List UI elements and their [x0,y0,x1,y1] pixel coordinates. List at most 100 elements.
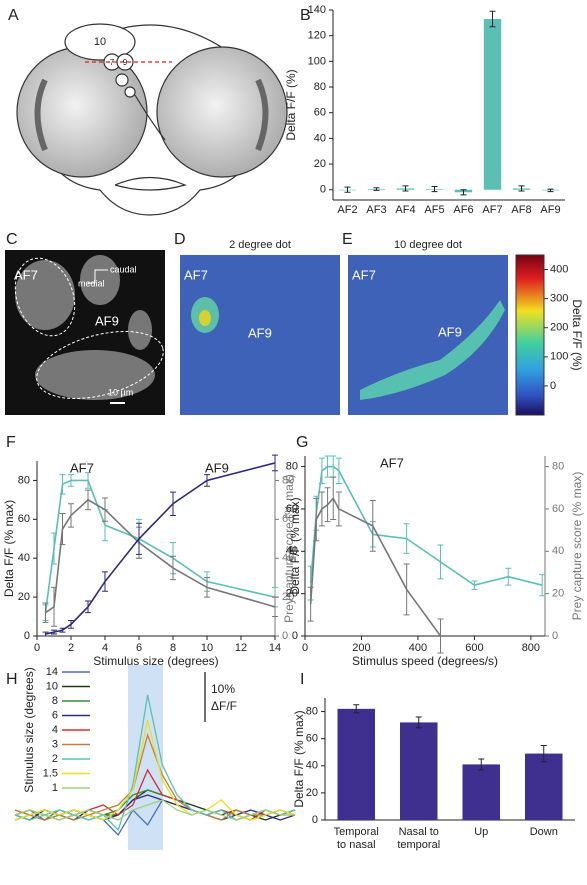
colorbar-tick-label: 0 [550,380,556,392]
x-tick-label: 10 [201,642,213,654]
x-tick-label: AF7 [482,204,503,216]
y-tick-label: 60 [306,733,318,745]
error-bar [335,491,342,527]
image-texture [199,310,211,326]
y-tick-label: 100 [308,55,326,67]
trace [14,719,296,821]
image-title: 10 degree dot [394,239,462,251]
y-tick-label: 60 [282,513,294,525]
error-bar [313,497,320,542]
x-tick-label: Temporal to nasal [333,826,379,851]
x-tick-label: 0 [302,642,308,654]
y2-axis-label: Prey capture score (% max) [282,474,296,623]
error-bar [272,454,278,472]
error-bar [42,631,49,637]
line [309,465,543,587]
error-bar [59,474,66,495]
y-tick-label: 80 [552,460,564,472]
y-tick-label: 20 [552,588,564,600]
y-tick-label: 20 [306,787,318,799]
y-tick-label: 80 [282,474,294,486]
panel-label: E [342,231,353,248]
error-bar [85,600,91,614]
error-bar [403,523,410,554]
image-title: 2 degree dot [229,239,291,251]
error-bar [51,586,57,627]
image-annotation: AF7 [352,267,376,282]
error-bar [437,544,444,580]
error-bar [330,476,337,521]
diagram [16,23,288,216]
error-bar [51,532,57,565]
error-bar [373,187,380,191]
y-tick-label: 0 [320,184,326,196]
error-bar [170,555,176,581]
diagram-label: 10 [94,36,106,48]
error-bar [335,457,342,485]
error-bar [102,497,108,522]
line [309,496,442,637]
error-bar [170,491,176,516]
error-bar [204,474,210,487]
x-tick-label: AF4 [395,204,416,216]
y-tick-label: 0 [24,630,30,642]
error-bar [505,567,512,586]
y-axis-label: Delta F/F (% max) [2,500,16,597]
error-bar [353,704,360,714]
error-bar [318,457,325,485]
legend-label: 1.5 [43,767,58,779]
x-tick-label: 6 [136,642,142,654]
x-tick-label: Down [529,826,558,838]
panel-label: A [8,7,19,24]
y-tick-label: 20 [282,591,294,603]
legend-label: 4 [52,724,58,736]
y-tick-label: 40 [286,545,298,557]
image-annotation: AF9 [438,324,462,339]
x-tick-label: Up [474,826,489,838]
error-bar [437,618,444,654]
y-tick-label: 40 [306,760,318,772]
colorbar-label: Delta F/F (%) [570,299,584,370]
error-bar [489,10,496,28]
panel-label: F [6,434,16,451]
x-axis-label: Stimulus speed (degrees/s) [352,654,498,668]
line [45,498,276,614]
x-tick-label: AF6 [453,204,474,216]
error-bar [539,574,546,597]
x-tick-label: 400 [409,642,427,654]
legend-label: 6 [52,709,58,721]
line [45,462,276,635]
y-axis-label: Delta F/F (%) [284,69,298,140]
panel-label: I [300,671,304,688]
x-axis-label: Stimulus size (degrees) [93,654,218,668]
error-bar [402,185,409,192]
error-bar [85,472,91,489]
y-tick-label: 40 [552,545,564,557]
error-bar [307,586,314,622]
x-tick-label: 0 [34,642,40,654]
scale-bar-label: ΔF/F [211,699,237,713]
y-tick-label: 0 [282,630,288,642]
region-outline [14,257,164,400]
legend-label: 8 [52,695,58,707]
legend-label: 3 [52,738,58,750]
error-bar [136,522,142,555]
error-bar [59,513,66,546]
bar [462,764,500,820]
image-annotation: 10 µm [108,387,133,397]
error-bar [369,499,376,552]
image-annotation: AF7 [14,267,38,282]
panel-label: G [296,434,308,451]
panel-label: C [6,231,18,248]
image-texture [360,300,505,400]
y-tick-label: 60 [286,503,298,515]
x-tick-label: 12 [235,642,247,654]
x-tick-label: AF2 [337,204,358,216]
x-tick-label: AF5 [424,204,445,216]
y-axis-label: Delta F/F (% max) [288,497,302,594]
legend-title: Stimulus size (degrees) [22,667,36,792]
x-tick-label: 2 [68,642,74,654]
series-label: AF9 [205,460,229,475]
y-axis-label: Delta F/F (% max) [292,710,306,807]
image-annotation: AF7 [184,267,208,282]
